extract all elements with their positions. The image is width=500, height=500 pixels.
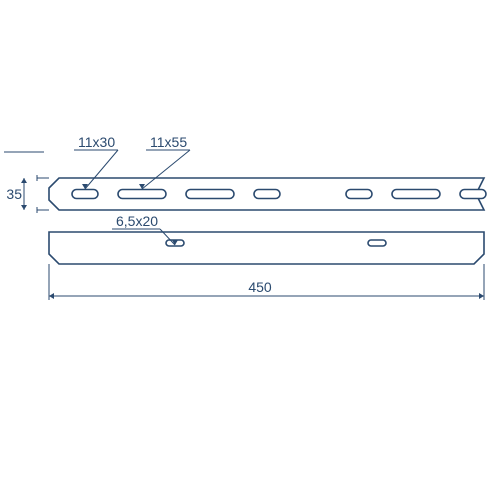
top-bar-slot [346, 190, 372, 199]
dim-height-label: 35 [6, 186, 22, 202]
dim-arrow [49, 293, 54, 299]
top-bar-slot [392, 190, 440, 199]
callout-6_5x20-label: 6,5x20 [116, 213, 158, 229]
top-bar-slot [72, 190, 98, 199]
bottom-bar-slot [368, 240, 386, 246]
top-bar-slot [254, 190, 280, 199]
top-bar-slot [118, 190, 166, 199]
callout-11x30-leader [85, 150, 118, 189]
dim-arrow [479, 293, 484, 299]
callout-11x55-leader [142, 150, 190, 189]
dim-arrow [139, 184, 145, 189]
dim-length-label: 450 [248, 279, 272, 295]
top-bar-slot [460, 190, 486, 199]
top-bar-slot [186, 190, 234, 199]
dim-arrow [21, 205, 27, 210]
bottom-bar-outline [49, 232, 484, 264]
callout-11x30-label: 11x30 [78, 134, 115, 150]
callout-11x55-label: 11x55 [150, 134, 187, 150]
dim-arrow [21, 178, 27, 183]
